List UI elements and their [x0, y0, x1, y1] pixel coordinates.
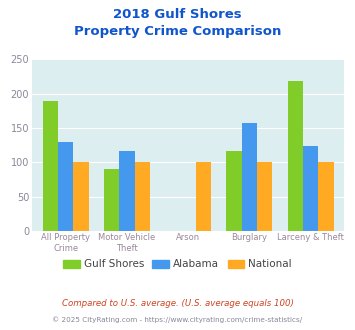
Bar — [104, 169, 119, 231]
Bar — [257, 162, 272, 231]
Bar — [135, 162, 150, 231]
Bar — [303, 146, 318, 231]
Bar — [73, 162, 89, 231]
Text: 2018 Gulf Shores: 2018 Gulf Shores — [113, 8, 242, 21]
Text: Compared to U.S. average. (U.S. average equals 100): Compared to U.S. average. (U.S. average … — [61, 299, 294, 308]
Bar — [242, 122, 257, 231]
Text: Burglary: Burglary — [231, 233, 267, 242]
Bar — [288, 82, 303, 231]
Text: Larceny & Theft: Larceny & Theft — [277, 233, 344, 242]
Bar — [43, 101, 58, 231]
Text: Motor Vehicle
Theft: Motor Vehicle Theft — [98, 233, 155, 253]
Bar — [318, 162, 334, 231]
Bar — [58, 142, 73, 231]
Text: © 2025 CityRating.com - https://www.cityrating.com/crime-statistics/: © 2025 CityRating.com - https://www.city… — [53, 317, 302, 323]
Bar — [196, 162, 211, 231]
Legend: Gulf Shores, Alabama, National: Gulf Shores, Alabama, National — [59, 255, 296, 274]
Text: Property Crime Comparison: Property Crime Comparison — [74, 25, 281, 38]
Bar — [226, 151, 242, 231]
Text: All Property
Crime: All Property Crime — [41, 233, 90, 253]
Text: Arson: Arson — [176, 233, 200, 242]
Bar — [119, 151, 135, 231]
